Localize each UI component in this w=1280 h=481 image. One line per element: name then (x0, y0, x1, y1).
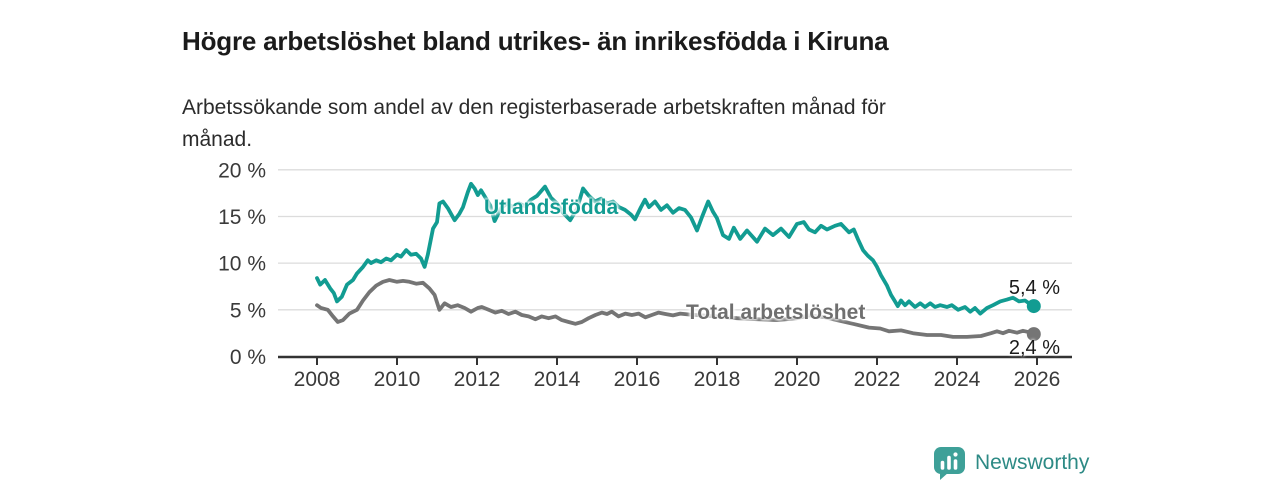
series-line-total-arbetsloshet (315, 278, 1036, 339)
end-value-label-total: 2,4 % (1008, 337, 1060, 359)
newsworthy-logo-text: Newsworthy (975, 451, 1090, 474)
y-axis-tick-label: 20 % (218, 159, 266, 182)
subtitle-line-2: månad. (182, 128, 253, 151)
x-axis-tick-label: 2014 (534, 368, 581, 391)
y-axis-tick-label: 15 % (218, 206, 266, 229)
series-line-utlandsfodda (315, 181, 1036, 316)
end-dot-utlandsfodda (1026, 299, 1041, 314)
series-label-utlandsfodda: Utlandsfödda (484, 196, 619, 219)
chart-subtitle: Arbetssökande som andel av den registerb… (182, 92, 886, 156)
series-label-total-arbetsloshet: Total arbetslöshet (686, 301, 866, 324)
x-axis-tick-label: 2018 (694, 368, 741, 391)
subtitle-line-1: Arbetssökande som andel av den registerb… (182, 96, 886, 119)
page-title: Högre arbetslöshet bland utrikes- än inr… (182, 26, 889, 57)
y-axis-tick-label: 0 % (230, 346, 266, 369)
end-dot-total-arbetsloshet (1026, 327, 1041, 342)
x-axis-tick-label: 2016 (614, 368, 661, 391)
bar-chart-speech-bubble-icon (934, 447, 965, 480)
newsworthy-logo[interactable]: Newsworthy (933, 445, 1089, 481)
x-axis-tick-label: 2010 (374, 368, 421, 391)
x-axis-tick-label: 2012 (454, 368, 501, 391)
x-axis-tick-label: 2024 (934, 368, 981, 391)
y-axis-tick-label: 10 % (218, 253, 266, 276)
y-axis-tick-label: 5 % (230, 299, 266, 322)
x-axis-tick-label: 2026 (1014, 368, 1061, 391)
x-axis-tick-label: 2020 (774, 368, 821, 391)
end-value-label-utlandsfodda: 5,4 % (1008, 277, 1060, 299)
x-axis-tick-label: 2008 (294, 368, 341, 391)
x-axis-tick-label: 2022 (854, 368, 901, 391)
